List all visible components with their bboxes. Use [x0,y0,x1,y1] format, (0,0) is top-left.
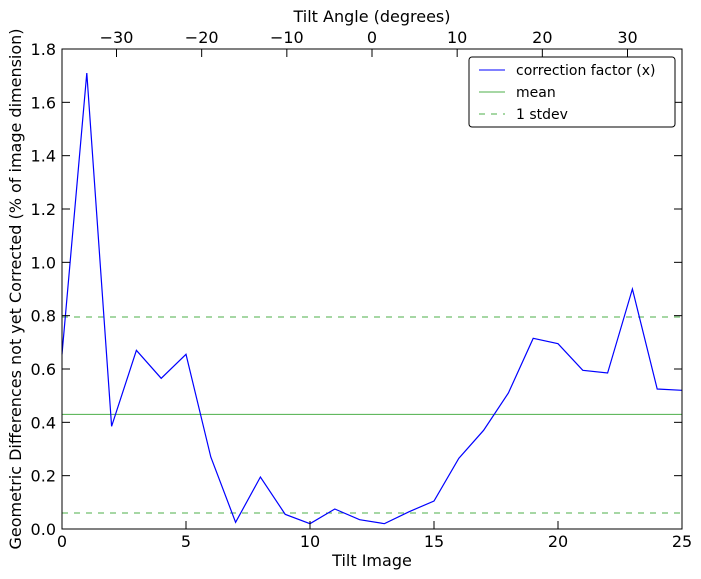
axis-ticks [61,48,683,530]
top-x-tick-label: 30 [617,28,637,47]
y-tick-label: 1.6 [31,93,56,112]
series-line-correction-factor [61,72,683,525]
x-tick-label: 10 [300,532,320,551]
y-tick-label: 0.0 [31,520,56,539]
x-tick-label: 0 [57,532,67,551]
top-x-tick-label: 0 [367,28,377,47]
y-tick-label: 1.4 [31,147,56,166]
y-tick-label: 0.4 [31,413,56,432]
top-x-tick-label: −20 [185,28,219,47]
legend-label-mean: mean [516,85,556,101]
top-x-tick-label: −10 [270,28,304,47]
x-tick-label: 5 [181,532,191,551]
plot-frame [61,48,683,530]
y-tick-label: 1.0 [31,253,56,272]
legend-label-stdev: 1 stdev [516,107,568,123]
legend: correction factor (x) mean 1 stdev [468,56,676,128]
top-x-axis-label: Tilt Angle (degrees) [292,7,450,26]
axis-tick-labels: 0 5 10 15 20 25 0.0 0.2 0.4 0.6 0.8 1.0 1.2 1.4 1.6 1.8… [31,28,693,551]
top-x-tick-label: −30 [100,28,134,47]
y-tick-label: 1.8 [31,40,56,59]
legend-box [468,56,676,128]
top-x-tick-label: 10 [447,28,467,47]
legend-label-correction-factor: correction factor (x) [516,63,655,79]
y-tick-label: 1.2 [31,200,56,219]
x-tick-label: 25 [672,532,692,551]
x-tick-label: 20 [548,532,568,551]
y-tick-label: 0.8 [31,307,56,326]
y-tick-label: 0.6 [31,360,56,379]
y-axis-label: Geometric Differences not yet Corrected … [6,28,25,549]
x-tick-label: 15 [424,532,444,551]
y-tick-label: 0.2 [31,467,56,486]
x-axis-label: Tilt Image [331,551,412,570]
top-x-tick-label: 20 [532,28,552,47]
plot-area [61,72,683,525]
